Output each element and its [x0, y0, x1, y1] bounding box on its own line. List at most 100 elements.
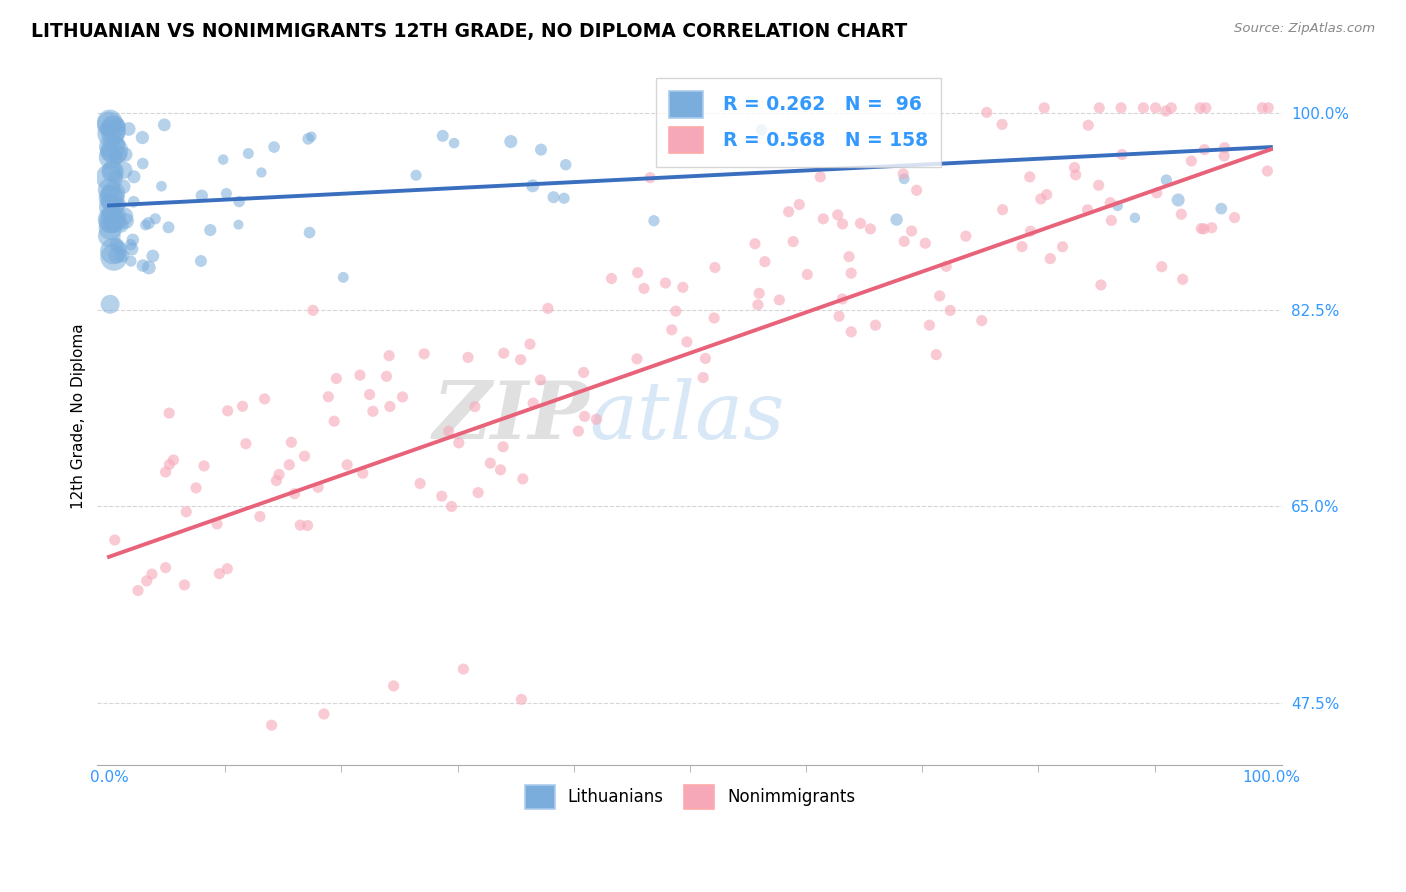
Point	[991, 202, 1014, 217]
Point	[643, 213, 665, 227]
Legend: Lithuanians, Nonimmigrants: Lithuanians, Nonimmigrants	[517, 779, 862, 815]
Point	[1132, 101, 1154, 115]
Point	[238, 146, 260, 161]
Point	[1107, 199, 1129, 213]
Point	[703, 310, 725, 325]
Point	[122, 194, 145, 209]
Point	[100, 212, 122, 227]
Point	[432, 128, 454, 143]
Point	[692, 370, 714, 384]
Point	[103, 120, 125, 134]
Point	[107, 147, 129, 161]
Point	[391, 390, 413, 404]
Point	[205, 516, 228, 531]
Point	[100, 207, 122, 221]
Point	[108, 197, 131, 211]
Point	[298, 226, 321, 240]
Point	[467, 485, 489, 500]
Point	[543, 190, 565, 204]
Point	[249, 509, 271, 524]
Point	[378, 349, 401, 363]
Point	[150, 179, 173, 194]
Point	[98, 229, 121, 244]
Point	[1064, 168, 1087, 182]
Point	[859, 222, 882, 236]
Point	[135, 218, 157, 232]
Point	[1201, 220, 1223, 235]
Point	[143, 211, 166, 226]
Point	[101, 126, 124, 140]
Point	[157, 458, 180, 472]
Point	[228, 194, 250, 209]
Point	[100, 190, 122, 204]
Point	[98, 183, 121, 197]
Point	[893, 235, 915, 249]
Point	[1087, 178, 1109, 193]
Point	[132, 156, 155, 170]
Point	[839, 266, 862, 280]
Point	[260, 718, 283, 732]
Point	[554, 158, 576, 172]
Point	[453, 662, 475, 676]
Point	[1019, 224, 1042, 238]
Point	[489, 463, 512, 477]
Point	[112, 179, 135, 194]
Point	[827, 208, 849, 222]
Point	[121, 233, 143, 247]
Point	[278, 458, 301, 472]
Point	[200, 223, 222, 237]
Point	[1251, 101, 1274, 115]
Point	[1189, 221, 1212, 235]
Point	[567, 424, 589, 438]
Point	[1171, 272, 1194, 286]
Point	[519, 337, 541, 351]
Point	[378, 400, 401, 414]
Point	[135, 574, 157, 588]
Point	[299, 129, 322, 144]
Point	[250, 165, 273, 179]
Text: LITHUANIAN VS NONIMMIGRANTS 12TH GRADE, NO DIPLOMA CORRELATION CHART: LITHUANIAN VS NONIMMIGRANTS 12TH GRADE, …	[31, 22, 907, 41]
Point	[162, 453, 184, 467]
Point	[626, 351, 648, 366]
Point	[970, 313, 993, 327]
Point	[174, 505, 197, 519]
Point	[413, 347, 436, 361]
Point	[193, 458, 215, 473]
Point	[1189, 101, 1212, 115]
Point	[100, 200, 122, 214]
Point	[138, 216, 160, 230]
Point	[839, 325, 862, 339]
Point	[553, 191, 575, 205]
Point	[336, 458, 359, 472]
Point	[112, 163, 135, 178]
Point	[112, 210, 135, 224]
Point	[509, 352, 531, 367]
Point	[101, 211, 124, 225]
Point	[778, 204, 800, 219]
Point	[787, 197, 810, 211]
Point	[492, 346, 515, 360]
Point	[768, 293, 790, 307]
Point	[955, 229, 977, 244]
Point	[103, 122, 125, 136]
Point	[522, 178, 544, 193]
Point	[173, 578, 195, 592]
Point	[184, 481, 207, 495]
Point	[120, 254, 142, 268]
Point	[382, 679, 405, 693]
Point	[849, 216, 872, 230]
Point	[828, 310, 851, 324]
Point	[131, 130, 153, 145]
Point	[744, 236, 766, 251]
Point	[865, 318, 887, 333]
Point	[1213, 149, 1236, 163]
Point	[138, 260, 160, 275]
Point	[1018, 169, 1040, 184]
Point	[665, 304, 688, 318]
Point	[891, 167, 914, 181]
Text: ZIP: ZIP	[432, 378, 589, 455]
Point	[1052, 240, 1074, 254]
Point	[440, 500, 463, 514]
Point	[900, 224, 922, 238]
Point	[127, 583, 149, 598]
